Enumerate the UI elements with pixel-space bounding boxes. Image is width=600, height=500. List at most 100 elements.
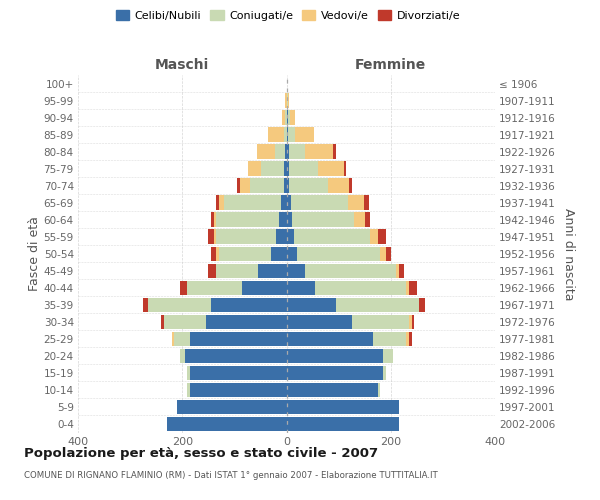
Bar: [290, 196, 348, 210]
Bar: [383, 348, 394, 363]
Bar: [283, 110, 285, 125]
Bar: [187, 366, 190, 380]
Bar: [187, 382, 190, 397]
Bar: [237, 178, 239, 193]
Text: Femmine: Femmine: [355, 58, 427, 71]
Bar: [383, 366, 386, 380]
Bar: [370, 230, 378, 244]
Bar: [409, 332, 412, 346]
Bar: [409, 280, 417, 295]
Bar: [257, 144, 275, 159]
Bar: [295, 128, 314, 142]
Bar: [148, 298, 211, 312]
Bar: [216, 230, 276, 244]
Bar: [287, 196, 290, 210]
Bar: [211, 246, 216, 261]
Bar: [287, 417, 398, 431]
Bar: [287, 230, 295, 244]
Bar: [315, 280, 406, 295]
Bar: [406, 332, 409, 346]
Bar: [190, 332, 287, 346]
Bar: [287, 110, 290, 125]
Bar: [214, 230, 216, 244]
Bar: [396, 264, 398, 278]
Bar: [214, 212, 216, 227]
Bar: [161, 314, 164, 329]
Bar: [172, 332, 175, 346]
Bar: [287, 298, 336, 312]
Bar: [167, 417, 287, 431]
Bar: [224, 196, 281, 210]
Bar: [216, 246, 219, 261]
Bar: [289, 178, 328, 193]
Bar: [409, 314, 412, 329]
Bar: [378, 230, 386, 244]
Bar: [318, 162, 344, 176]
Bar: [185, 348, 287, 363]
Bar: [328, 178, 349, 193]
Bar: [261, 162, 284, 176]
Legend: Celibi/Nubili, Coniugati/e, Vedovi/e, Divorziati/e: Celibi/Nubili, Coniugati/e, Vedovi/e, Di…: [112, 6, 464, 25]
Bar: [419, 298, 425, 312]
Bar: [287, 280, 315, 295]
Bar: [287, 144, 289, 159]
Bar: [164, 314, 206, 329]
Bar: [305, 144, 334, 159]
Bar: [206, 314, 287, 329]
Bar: [242, 280, 287, 295]
Bar: [276, 230, 287, 244]
Text: Maschi: Maschi: [155, 58, 209, 71]
Bar: [284, 178, 287, 193]
Bar: [284, 128, 287, 142]
Y-axis label: Anni di nascita: Anni di nascita: [562, 208, 575, 300]
Bar: [336, 298, 419, 312]
Bar: [364, 196, 369, 210]
Bar: [190, 382, 287, 397]
Bar: [378, 382, 380, 397]
Bar: [398, 264, 404, 278]
Bar: [289, 144, 305, 159]
Bar: [284, 162, 287, 176]
Bar: [290, 110, 295, 125]
Bar: [287, 400, 398, 414]
Bar: [373, 332, 406, 346]
Bar: [179, 348, 185, 363]
Bar: [216, 212, 278, 227]
Bar: [287, 382, 378, 397]
Bar: [287, 264, 305, 278]
Bar: [287, 178, 289, 193]
Bar: [412, 314, 414, 329]
Bar: [348, 196, 364, 210]
Bar: [211, 212, 214, 227]
Bar: [287, 94, 289, 108]
Text: COMUNE DI RIGNANO FLAMINIO (RM) - Dati ISTAT 1° gennaio 2007 - Elaborazione TUTT: COMUNE DI RIGNANO FLAMINIO (RM) - Dati I…: [24, 471, 438, 480]
Bar: [239, 178, 250, 193]
Bar: [250, 178, 284, 193]
Bar: [287, 314, 352, 329]
Bar: [268, 128, 284, 142]
Bar: [287, 246, 297, 261]
Bar: [305, 264, 396, 278]
Bar: [216, 264, 258, 278]
Bar: [285, 110, 287, 125]
Bar: [365, 212, 370, 227]
Bar: [289, 162, 318, 176]
Bar: [352, 314, 409, 329]
Bar: [297, 246, 380, 261]
Bar: [271, 246, 287, 261]
Bar: [208, 230, 214, 244]
Text: Popolazione per età, sesso e stato civile - 2007: Popolazione per età, sesso e stato civil…: [24, 448, 378, 460]
Bar: [334, 144, 336, 159]
Bar: [275, 144, 286, 159]
Bar: [286, 144, 287, 159]
Bar: [175, 332, 190, 346]
Bar: [177, 400, 287, 414]
Bar: [292, 212, 354, 227]
Bar: [278, 212, 287, 227]
Bar: [349, 178, 352, 193]
Bar: [386, 246, 391, 261]
Bar: [286, 94, 287, 108]
Bar: [143, 298, 148, 312]
Bar: [211, 298, 287, 312]
Bar: [281, 196, 287, 210]
